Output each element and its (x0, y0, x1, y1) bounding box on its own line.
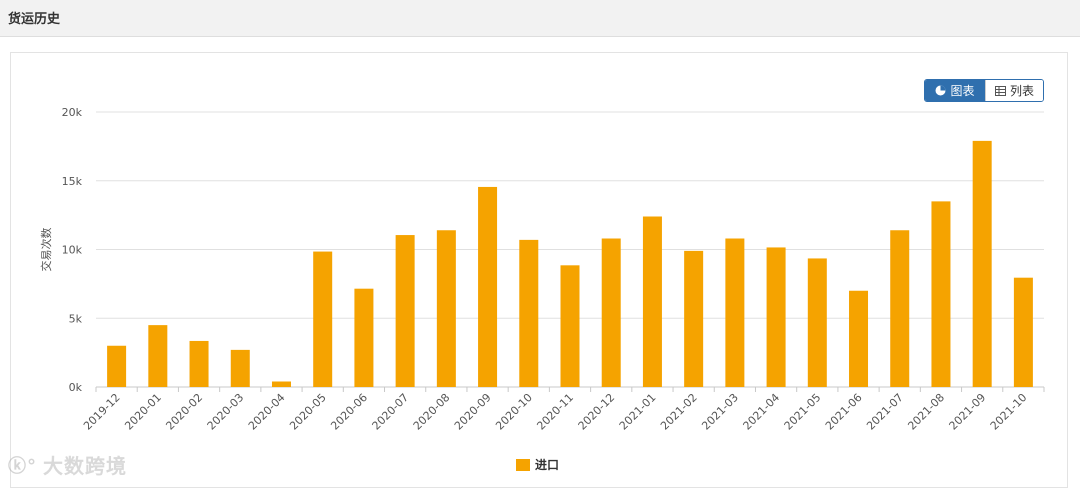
legend-swatch (516, 458, 530, 471)
x-tick-label: 2021-03 (699, 391, 741, 433)
x-tick-label: 2020-10 (493, 391, 535, 433)
x-tick-label: 2020-01 (122, 391, 164, 433)
bar (313, 251, 333, 387)
legend-label: 进口 (535, 458, 560, 472)
bar (766, 247, 786, 387)
x-tick-label: 2020-03 (205, 391, 247, 433)
bar (560, 265, 580, 387)
bar (684, 250, 704, 387)
bar (1013, 277, 1033, 387)
watermark-logo-icon: ⓚ° (8, 455, 37, 477)
y-tick-label: 20k (62, 106, 83, 119)
bar (107, 345, 127, 387)
bar (931, 201, 951, 387)
x-tick-label: 2021-10 (988, 391, 1030, 433)
bar (642, 216, 662, 387)
pie-chart-icon (935, 85, 946, 96)
x-tick-label: 2020-09 (452, 391, 494, 433)
x-tick-label: 2020-05 (287, 391, 329, 433)
list-view-label: 列表 (1009, 84, 1034, 98)
x-tick-label: 2020-08 (411, 391, 453, 433)
x-tick-label: 2020-04 (246, 391, 288, 433)
bar (478, 186, 498, 387)
x-tick-label: 2021-02 (658, 391, 700, 433)
chart-view-label: 图表 (950, 84, 975, 98)
table-icon (994, 85, 1006, 96)
bar (395, 235, 415, 387)
x-tick-label: 2021-09 (947, 391, 989, 433)
bar (890, 230, 910, 387)
x-tick-label: 2020-12 (576, 391, 618, 433)
chart-view-button[interactable]: 图表 (925, 80, 985, 101)
x-tick-label: 2021-01 (617, 391, 659, 433)
x-tick-label: 2020-07 (370, 391, 412, 433)
x-tick-label: 2020-06 (328, 391, 370, 433)
x-tick-label: 2021-05 (782, 391, 824, 433)
x-tick-label: 2021-06 (823, 391, 865, 433)
y-tick-label: 10k (62, 244, 83, 257)
x-tick-label: 2020-11 (534, 391, 576, 433)
page-header: 货运历史 (0, 0, 1080, 37)
y-tick-label: 5k (69, 312, 83, 325)
bar (807, 258, 827, 387)
bar (148, 325, 168, 387)
bar (972, 140, 992, 387)
bar (519, 239, 539, 387)
bar (849, 290, 869, 387)
chart-legend[interactable]: 进口 (516, 456, 559, 473)
y-tick-label: 0k (69, 381, 83, 394)
x-tick-label: 2019-12 (81, 391, 123, 433)
bar (230, 349, 250, 387)
bar (725, 238, 745, 387)
bar (436, 230, 456, 387)
bar (354, 288, 374, 387)
bar (601, 238, 621, 387)
x-tick-label: 2021-04 (741, 391, 783, 433)
x-tick-label: 2020-02 (163, 391, 205, 433)
page-title: 货运历史 (8, 12, 61, 27)
y-axis-label: 交易次数 (39, 228, 53, 272)
list-view-button[interactable]: 列表 (985, 80, 1043, 101)
bar (189, 340, 209, 387)
x-tick-label: 2021-07 (864, 391, 906, 433)
watermark: ⓚ° 大数跨境 (8, 450, 127, 479)
bar (271, 381, 291, 387)
y-tick-label: 15k (62, 175, 83, 188)
view-toggle: 图表 列表 (924, 79, 1044, 102)
x-tick-label: 2021-08 (905, 391, 947, 433)
watermark-text: 大数跨境 (43, 454, 127, 478)
